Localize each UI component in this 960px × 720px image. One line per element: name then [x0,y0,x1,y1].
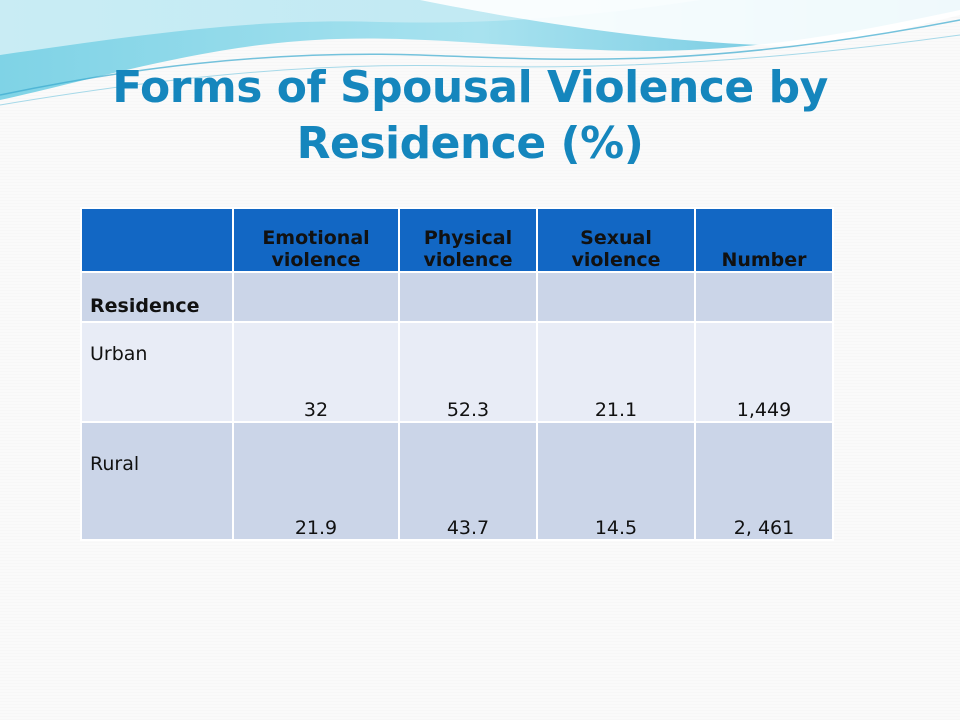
group-label: Residence [80,271,234,323]
table-cell [398,271,538,323]
title-line-1: Forms of Spousal Violence by [112,62,828,113]
cell-sexual: 21.1 [536,321,696,423]
wave-decoration [0,0,960,106]
header-number: Number [694,207,834,273]
cell-physical: 43.7 [398,421,538,541]
table-header-row: Emotional violence Physical violence Sex… [80,207,834,273]
cell-physical: 52.3 [398,321,538,423]
page-title: Forms of Spousal Violence by Residence (… [60,60,880,172]
header-sexual: Sexual violence [536,207,696,273]
table-group-row: Residence [80,271,834,323]
header-physical: Physical violence [398,207,538,273]
table-cell [694,271,834,323]
title-line-2: Residence (%) [296,118,644,169]
table-cell [536,271,696,323]
row-label: Rural [80,421,234,541]
cell-emotional: 21.9 [232,421,400,541]
cell-number: 2, 461 [694,421,834,541]
row-label: Urban [80,321,234,423]
cell-emotional: 32 [232,321,400,423]
header-emotional: Emotional violence [232,207,400,273]
table-row: Urban 32 52.3 21.1 1,449 [80,321,834,423]
violence-table: Emotional violence Physical violence Sex… [80,207,834,541]
table-row: Rural 21.9 43.7 14.5 2, 461 [80,421,834,541]
table-cell [232,271,400,323]
header-cell-empty [80,207,234,273]
cell-number: 1,449 [694,321,834,423]
cell-sexual: 14.5 [536,421,696,541]
